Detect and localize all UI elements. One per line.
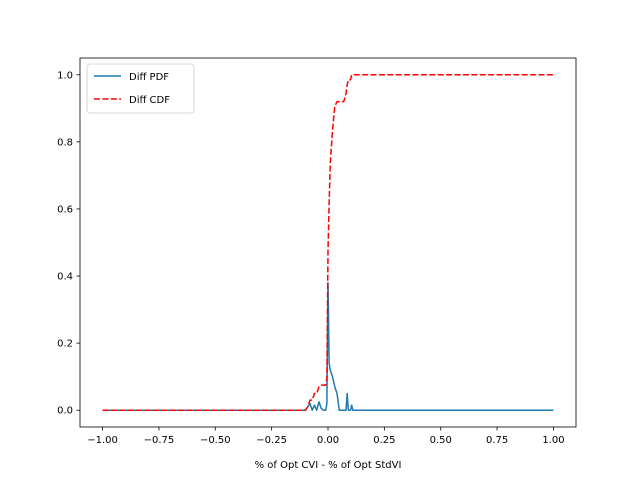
legend-label-2: Diff CDF — [129, 95, 170, 106]
x-tick-label: −0.75 — [144, 435, 175, 446]
axes: −1.00 −0.75 −0.50 −0.25 0.00 0.25 0.50 0.75 1.00… — [57, 57, 577, 446]
x-tick-label: 0.50 — [430, 435, 452, 446]
series-line-1 — [102, 282, 554, 411]
plot-area — [102, 74, 554, 411]
y-tick-label: 0.4 — [57, 272, 73, 283]
x-tick-label: −1.00 — [87, 435, 118, 446]
x-axis-label: % of Opt CVI - % of Opt StdVI — [255, 460, 402, 471]
x-tick-label: 1.00 — [542, 435, 564, 446]
x-tick-label: 0.75 — [486, 435, 508, 446]
y-tick-label: 0.6 — [57, 204, 73, 215]
legend-label-1: Diff PDF — [129, 72, 169, 83]
legend: Diff PDF Diff CDF — [86, 63, 195, 114]
x-tick-label: 0.25 — [373, 435, 395, 446]
y-tick-label: 0.0 — [57, 406, 73, 417]
x-tick-label: −0.25 — [256, 435, 287, 446]
x-tick-label: 0.00 — [317, 435, 339, 446]
y-tick-label: 0.8 — [57, 137, 73, 148]
y-tick-label: 1.0 — [57, 70, 73, 81]
series-line-2 — [102, 74, 554, 411]
y-tick-label: 0.2 — [57, 339, 73, 350]
x-tick-label: −0.50 — [200, 435, 231, 446]
